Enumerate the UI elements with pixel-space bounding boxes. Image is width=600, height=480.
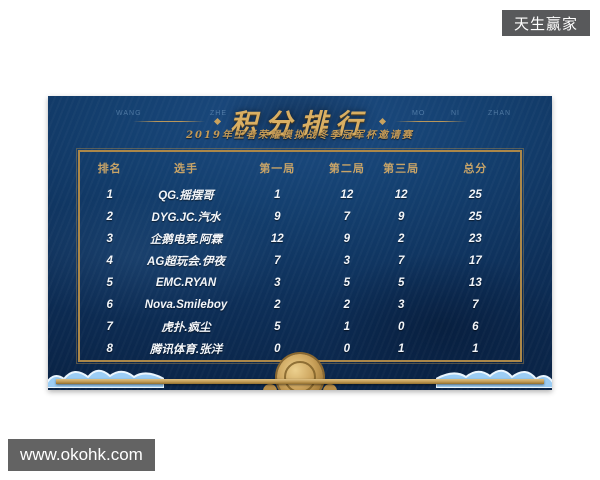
title-ornament-line [133,121,205,122]
pinyin-mark: ZHAN [488,110,512,117]
score-cell: 2 [343,299,351,311]
rank-cell: 6 [106,299,113,311]
score-cell: 0 [397,321,405,333]
table-row: 1 QG.摇摆哥 1 12 12 25 [80,184,520,206]
score-cell: 12 [394,189,408,201]
score-cell: 7 [472,299,479,311]
score-cell: 25 [468,211,482,223]
rank-cell: 7 [106,321,113,333]
title-ornament-line [395,121,467,122]
player-name-cell: Nova.Smileboy [144,299,228,311]
score-cell: 9 [343,233,351,245]
score-cell: 3 [343,255,351,267]
table-body: 1 QG.摇摆哥 1 12 12 25 2 DYG.JC.汽水 9 7 9 25 3 企鹅电竞.阿霖 12 9… [80,184,520,360]
score-cell: 3 [274,277,281,289]
score-cell: 7 [343,211,351,223]
watermark-bottom-left: www.okohk.com [8,439,155,471]
column-header: 第二局 [328,163,365,175]
score-cell: 17 [468,255,482,267]
gold-medallion-icon [277,354,323,390]
score-cell: 13 [468,277,482,289]
rank-cell: 3 [106,233,113,245]
column-header: 第三局 [383,163,420,175]
score-cell: 9 [397,211,405,223]
rank-cell: 2 [106,211,113,223]
score-cell: 7 [397,255,405,267]
table-header-row: 排名 选手 第一局 第二局 第三局 总分 [80,152,520,184]
score-cell: 9 [274,211,281,223]
table-row: 4 AG超玩会.伊夜 7 3 7 17 [80,250,520,272]
score-cell: 25 [468,189,482,201]
score-cell: 1 [343,321,351,333]
score-cell: 3 [397,299,405,311]
score-cell: 5 [274,321,281,333]
rank-cell: 8 [106,343,113,355]
table-row: 6 Nova.Smileboy 2 2 3 7 [80,294,520,316]
rank-cell: 4 [106,255,113,267]
player-name-cell: 企鹅电竞.阿霖 [149,234,223,246]
pinyin-mark: WANG [116,110,142,117]
rank-cell: 5 [106,277,113,289]
cloud-wave-icon [436,369,552,388]
cloud-wave-icon [48,369,164,388]
title-row: 积分排行 [48,102,552,141]
ranking-banner: WANG ZHE MO NI ZHAN 积分排行 2019年王者荣耀模拟战冬季冠… [48,96,552,390]
score-cell: 1 [274,189,281,201]
rank-cell: 1 [106,189,113,201]
score-cell: 7 [274,255,281,267]
score-cell: 23 [468,233,482,245]
column-header: 排名 [97,163,122,175]
player-name-cell: EMC.RYAN [155,277,217,289]
pinyin-mark: NI [451,110,460,117]
player-name-cell: 腾讯体育.张洋 [149,344,223,356]
score-cell: 12 [340,189,354,201]
column-header: 总分 [463,163,488,175]
player-name-cell: AG超玩会.伊夜 [147,256,225,268]
score-cell: 0 [274,343,281,355]
table-row: 5 EMC.RYAN 3 5 5 13 [80,272,520,294]
table-row: 3 企鹅电竞.阿霖 12 9 2 23 [80,228,520,250]
score-cell: 2 [274,299,281,311]
score-cell: 5 [397,277,405,289]
player-name-cell: QG.摇摆哥 [158,190,214,202]
pinyin-mark: MO [412,110,426,117]
player-name-cell: DYG.JC.汽水 [151,212,221,224]
player-name-cell: 虎扑.疯尘 [161,322,211,334]
score-cell: 5 [343,277,351,289]
score-cell: 0 [343,343,351,355]
score-table: 排名 选手 第一局 第二局 第三局 总分 1 QG.摇摆哥 1 12 12 25 2 DYG.JC.汽水… [80,152,520,360]
score-cell: 1 [472,343,479,355]
score-cell: 12 [270,233,284,245]
table-row: 8 腾讯体育.张洋 0 0 1 1 [80,338,520,360]
score-cell: 2 [397,233,405,245]
table-row: 7 虎扑.疯尘 5 1 0 6 [80,316,520,338]
table-row: 2 DYG.JC.汽水 9 7 9 25 [80,206,520,228]
column-header: 选手 [174,163,199,175]
diamond-ornament-icon [378,117,387,126]
page-title: 积分排行 [230,109,370,140]
watermark-top-right: 天生赢家 [501,10,590,36]
page-subtitle: 2019年王者荣耀模拟战冬季冠军杯邀请赛 [186,130,414,141]
diamond-ornament-icon [213,117,222,126]
score-table-frame: 排名 选手 第一局 第二局 第三局 总分 1 QG.摇摆哥 1 12 12 25 2 DYG.JC.汽水… [76,148,524,364]
pinyin-mark: ZHE [210,110,227,117]
score-cell: 6 [472,321,479,333]
gold-bottom-bar [56,379,544,384]
score-cell: 1 [397,343,405,355]
column-header: 第一局 [259,163,296,175]
